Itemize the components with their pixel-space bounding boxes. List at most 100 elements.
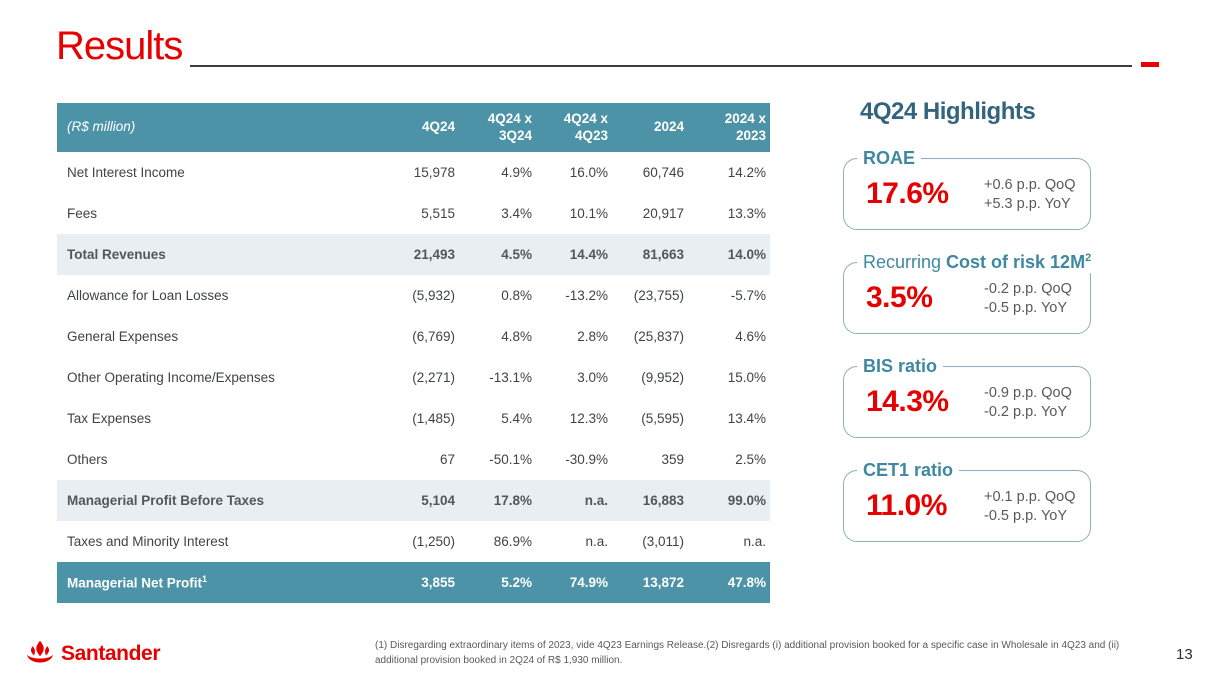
- column-header-2024: 2024: [612, 103, 688, 152]
- row-value: 5.4%: [501, 411, 532, 426]
- card-change-yoy: -0.5 p.p. YoY: [984, 507, 1068, 524]
- row-value: (6,769): [412, 329, 455, 344]
- row-value: (9,952): [641, 370, 684, 385]
- row-value: (1,485): [412, 411, 455, 426]
- row-value: 14.2%: [727, 165, 766, 180]
- row-label-superscript: 1: [202, 574, 208, 585]
- card-change-qoq: +0.6 p.p. QoQ: [984, 176, 1076, 193]
- row-value: -30.9%: [565, 452, 608, 467]
- table-row: Taxes and Minority Interest (1,250) 86.9% n…: [57, 521, 770, 562]
- row-value: 12.3%: [569, 411, 608, 426]
- row-value: (25,837): [633, 329, 684, 344]
- santander-flame-icon: [24, 638, 56, 669]
- row-value: 4.5%: [501, 247, 532, 262]
- row-value: 2.5%: [735, 452, 766, 467]
- row-value: 15,978: [413, 165, 455, 180]
- title-accent-dash: [1141, 62, 1159, 67]
- row-label: Managerial Profit Before Taxes: [67, 493, 265, 508]
- row-value: 4.9%: [501, 165, 532, 180]
- card-label-main: CET1 ratio: [863, 460, 954, 480]
- row-value: 47.8%: [727, 575, 766, 590]
- footnote: (1) Disregarding extraordinary items of …: [375, 640, 1120, 666]
- column-header-2024x2023: 2024 x 2023: [688, 103, 770, 152]
- row-value: 5,515: [421, 206, 455, 221]
- card-value: 14.3%: [866, 385, 949, 418]
- results-table: (R$ million) 4Q24 4Q24 x 3Q24 4Q24 x 4Q2…: [57, 103, 770, 603]
- row-value: (1,250): [412, 534, 455, 549]
- row-label: Total Revenues: [67, 247, 166, 262]
- row-value: 0.8%: [501, 288, 532, 303]
- row-value: 86.9%: [493, 534, 532, 549]
- row-value: 67: [439, 452, 455, 467]
- row-value: 17.8%: [493, 493, 532, 508]
- column-header-4q24: 4Q24: [393, 103, 459, 152]
- card-change-yoy: -0.5 p.p. YoY: [984, 299, 1068, 316]
- table-row: Net Interest Income 15,978 4.9% 16.0% 60,746…: [57, 152, 770, 193]
- card-value: 11.0%: [866, 489, 947, 522]
- highlights-title: 4Q24 Highlights: [860, 98, 1036, 125]
- results-table-body: Net Interest Income 15,978 4.9% 16.0% 60,746…: [57, 152, 770, 603]
- row-value: 81,663: [642, 247, 684, 262]
- row-value: 5.2%: [501, 575, 532, 590]
- row-value: 4.8%: [501, 329, 532, 344]
- highlight-card: Recurring Cost of risk 12M2 3.5% -0.2 p.p…: [843, 252, 1098, 334]
- card-changes: +0.6 p.p. QoQ +5.3 p.p. YoY: [984, 175, 1076, 214]
- highlight-card: ROAE 17.6% +0.6 p.p. QoQ +5.3 p.p. YoY: [843, 148, 1091, 230]
- card-change-qoq: +0.1 p.p. QoQ: [984, 488, 1076, 505]
- row-label: Fees: [67, 206, 98, 221]
- row-value: 14.4%: [569, 247, 608, 262]
- table-header: (R$ million) 4Q24 4Q24 x 3Q24 4Q24 x 4Q2…: [57, 103, 770, 152]
- card-label-main: Cost of risk 12M: [946, 252, 1086, 272]
- row-value: n.a.: [743, 534, 766, 549]
- column-header-unit: (R$ million): [57, 103, 393, 152]
- column-header-4q24x3q24: 4Q24 x 3Q24: [459, 103, 536, 152]
- row-value: 10.1%: [569, 206, 608, 221]
- row-value: 74.9%: [569, 575, 608, 590]
- column-header-4q24x4q23: 4Q24 x 4Q23: [536, 103, 612, 152]
- row-value: 14.0%: [727, 247, 766, 262]
- card-change-yoy: +5.3 p.p. YoY: [984, 195, 1071, 212]
- card-value: 3.5%: [866, 281, 933, 314]
- row-label: Tax Expenses: [67, 411, 152, 426]
- table-row: Total Revenues 21,493 4.5% 14.4% 81,663 14.0%: [57, 234, 770, 275]
- card-label: CET1 ratio: [857, 460, 960, 481]
- santander-logo: Santander: [24, 638, 160, 669]
- row-value: n.a.: [585, 534, 608, 549]
- page-number: 13: [1176, 646, 1193, 663]
- card-change-qoq: -0.9 p.p. QoQ: [984, 384, 1072, 401]
- title-rule: [190, 65, 1132, 67]
- card-label-main: BIS ratio: [863, 356, 938, 376]
- row-label: Managerial Net Profit1: [67, 574, 208, 591]
- row-label: Others: [67, 452, 108, 467]
- card-label: BIS ratio: [857, 356, 944, 377]
- card-changes: -0.2 p.p. QoQ -0.5 p.p. YoY: [984, 279, 1072, 318]
- card-changes: -0.9 p.p. QoQ -0.2 p.p. YoY: [984, 383, 1072, 422]
- highlight-card: BIS ratio 14.3% -0.9 p.p. QoQ -0.2 p.p. …: [843, 356, 1091, 438]
- row-value: 13,872: [642, 575, 684, 590]
- row-value: -50.1%: [489, 452, 532, 467]
- row-value: 3.4%: [501, 206, 532, 221]
- row-value: -5.7%: [730, 288, 766, 303]
- card-changes: +0.1 p.p. QoQ -0.5 p.p. YoY: [984, 487, 1076, 526]
- table-row: Managerial Profit Before Taxes 5,104 17.8%…: [57, 480, 770, 521]
- row-value: 2.8%: [577, 329, 608, 344]
- row-value: (3,011): [642, 534, 684, 549]
- row-label: Other Operating Income/Expenses: [67, 370, 275, 385]
- table-row: Allowance for Loan Losses (5,932) 0.8% -13.…: [57, 275, 770, 316]
- row-label: Allowance for Loan Losses: [67, 288, 229, 303]
- card-change-qoq: -0.2 p.p. QoQ: [984, 280, 1072, 297]
- card-label-superscript: 2: [1085, 252, 1092, 264]
- card-label-main: ROAE: [863, 148, 916, 168]
- row-value: 15.0%: [727, 370, 766, 385]
- card-value: 17.6%: [866, 177, 949, 210]
- row-value: 20,917: [642, 206, 684, 221]
- row-value: 359: [661, 452, 684, 467]
- row-value: 21,493: [413, 247, 455, 262]
- row-value: -13.1%: [489, 370, 532, 385]
- row-value: (23,755): [633, 288, 684, 303]
- table-row: General Expenses (6,769) 4.8% 2.8% (25,837) 4…: [57, 316, 770, 357]
- row-value: 13.3%: [727, 206, 766, 221]
- card-change-yoy: -0.2 p.p. YoY: [984, 403, 1068, 420]
- highlights-panel: ROAE 17.6% +0.6 p.p. QoQ +5.3 p.p. YoY R…: [843, 144, 1098, 542]
